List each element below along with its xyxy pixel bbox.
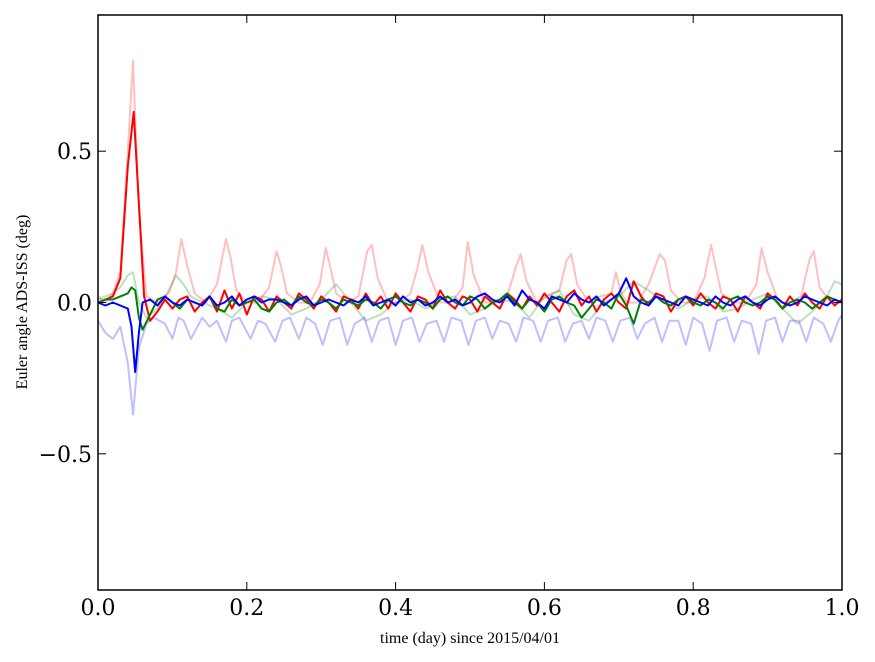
x-tick-label: 0.4 <box>378 596 413 621</box>
y-tick-label: 0.0 <box>57 292 92 317</box>
x-tick-label: 1.0 <box>825 596 860 621</box>
series-line-2-raw <box>97 314 843 416</box>
y-tick-label: −0.5 <box>39 443 92 468</box>
series-line-4-smoothed <box>97 286 843 331</box>
x-tick-label: 0.2 <box>229 596 264 621</box>
series-line-3-smoothed <box>97 110 843 322</box>
series-line-1-raw <box>97 271 843 325</box>
ticks-layer: 0.0 0.2 0.4 0.6 0.8 1.0 −0.5 0.0 0.5 <box>39 15 860 621</box>
y-axis-label: Euler angle ADS-ISS (deg) <box>14 215 31 390</box>
series-layer <box>97 59 843 416</box>
x-tick-label: 0.6 <box>527 596 562 621</box>
y-tick-label: 0.5 <box>57 140 92 165</box>
x-tick-label: 0.0 <box>81 596 116 621</box>
series-line-0-raw <box>97 59 842 304</box>
series-line-5-smoothed <box>97 277 843 374</box>
x-axis-label: time (day) since 2015/04/01 <box>380 630 560 647</box>
x-tick-label: 0.8 <box>676 596 711 621</box>
